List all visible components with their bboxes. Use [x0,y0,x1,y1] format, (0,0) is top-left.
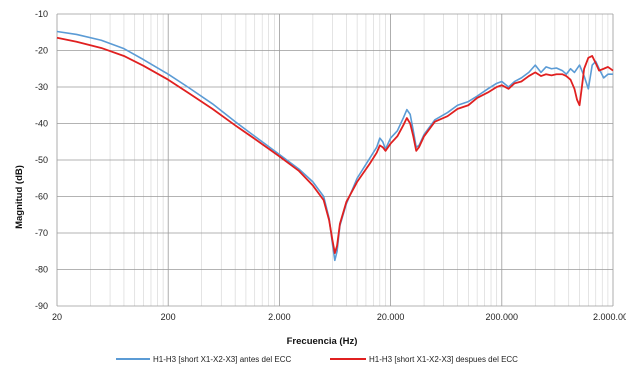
y-tick-label: -80 [35,265,48,275]
y-axis-ticks: -90 -80 -70 -60 -50 -40 -30 -20 -10 [35,9,48,311]
x-tick-label: 2.000 [268,312,291,322]
y-axis-title: Magnitud (dB) [14,165,25,229]
series-lines [56,30,614,262]
legend-label-despues: H1-H3 [short X1-X2-X3] despues del ECC [369,355,518,364]
x-axis-title: Frecuencia (Hz) [287,336,358,347]
x-tick-label: 200.000 [486,312,519,322]
legend-label-antes: H1-H3 [short X1-X2-X3] antes del ECC [153,355,292,364]
x-tick-label: 200 [161,312,176,322]
x-axis-ticks: 20 200 2.000 20.000 200.000 2.000.000 [52,312,626,322]
x-tick-label: 20 [52,312,62,322]
series-line-antes [56,30,613,262]
series-line-despues [56,36,614,254]
x-tick-label: 20.000 [377,312,405,322]
grid [56,13,614,307]
y-tick-label: -90 [35,301,48,311]
y-tick-label: -50 [35,155,48,165]
y-tick-label: -70 [35,228,48,238]
y-tick-label: -20 [35,46,48,56]
x-tick-label: 2.000.000 [593,312,626,322]
y-tick-label: -60 [35,192,48,202]
legend: H1-H3 [short X1-X2-X3] antes del ECC H1-… [116,355,518,364]
y-tick-label: -40 [35,119,48,129]
y-tick-label: -30 [35,82,48,92]
y-tick-label: -10 [35,9,48,19]
